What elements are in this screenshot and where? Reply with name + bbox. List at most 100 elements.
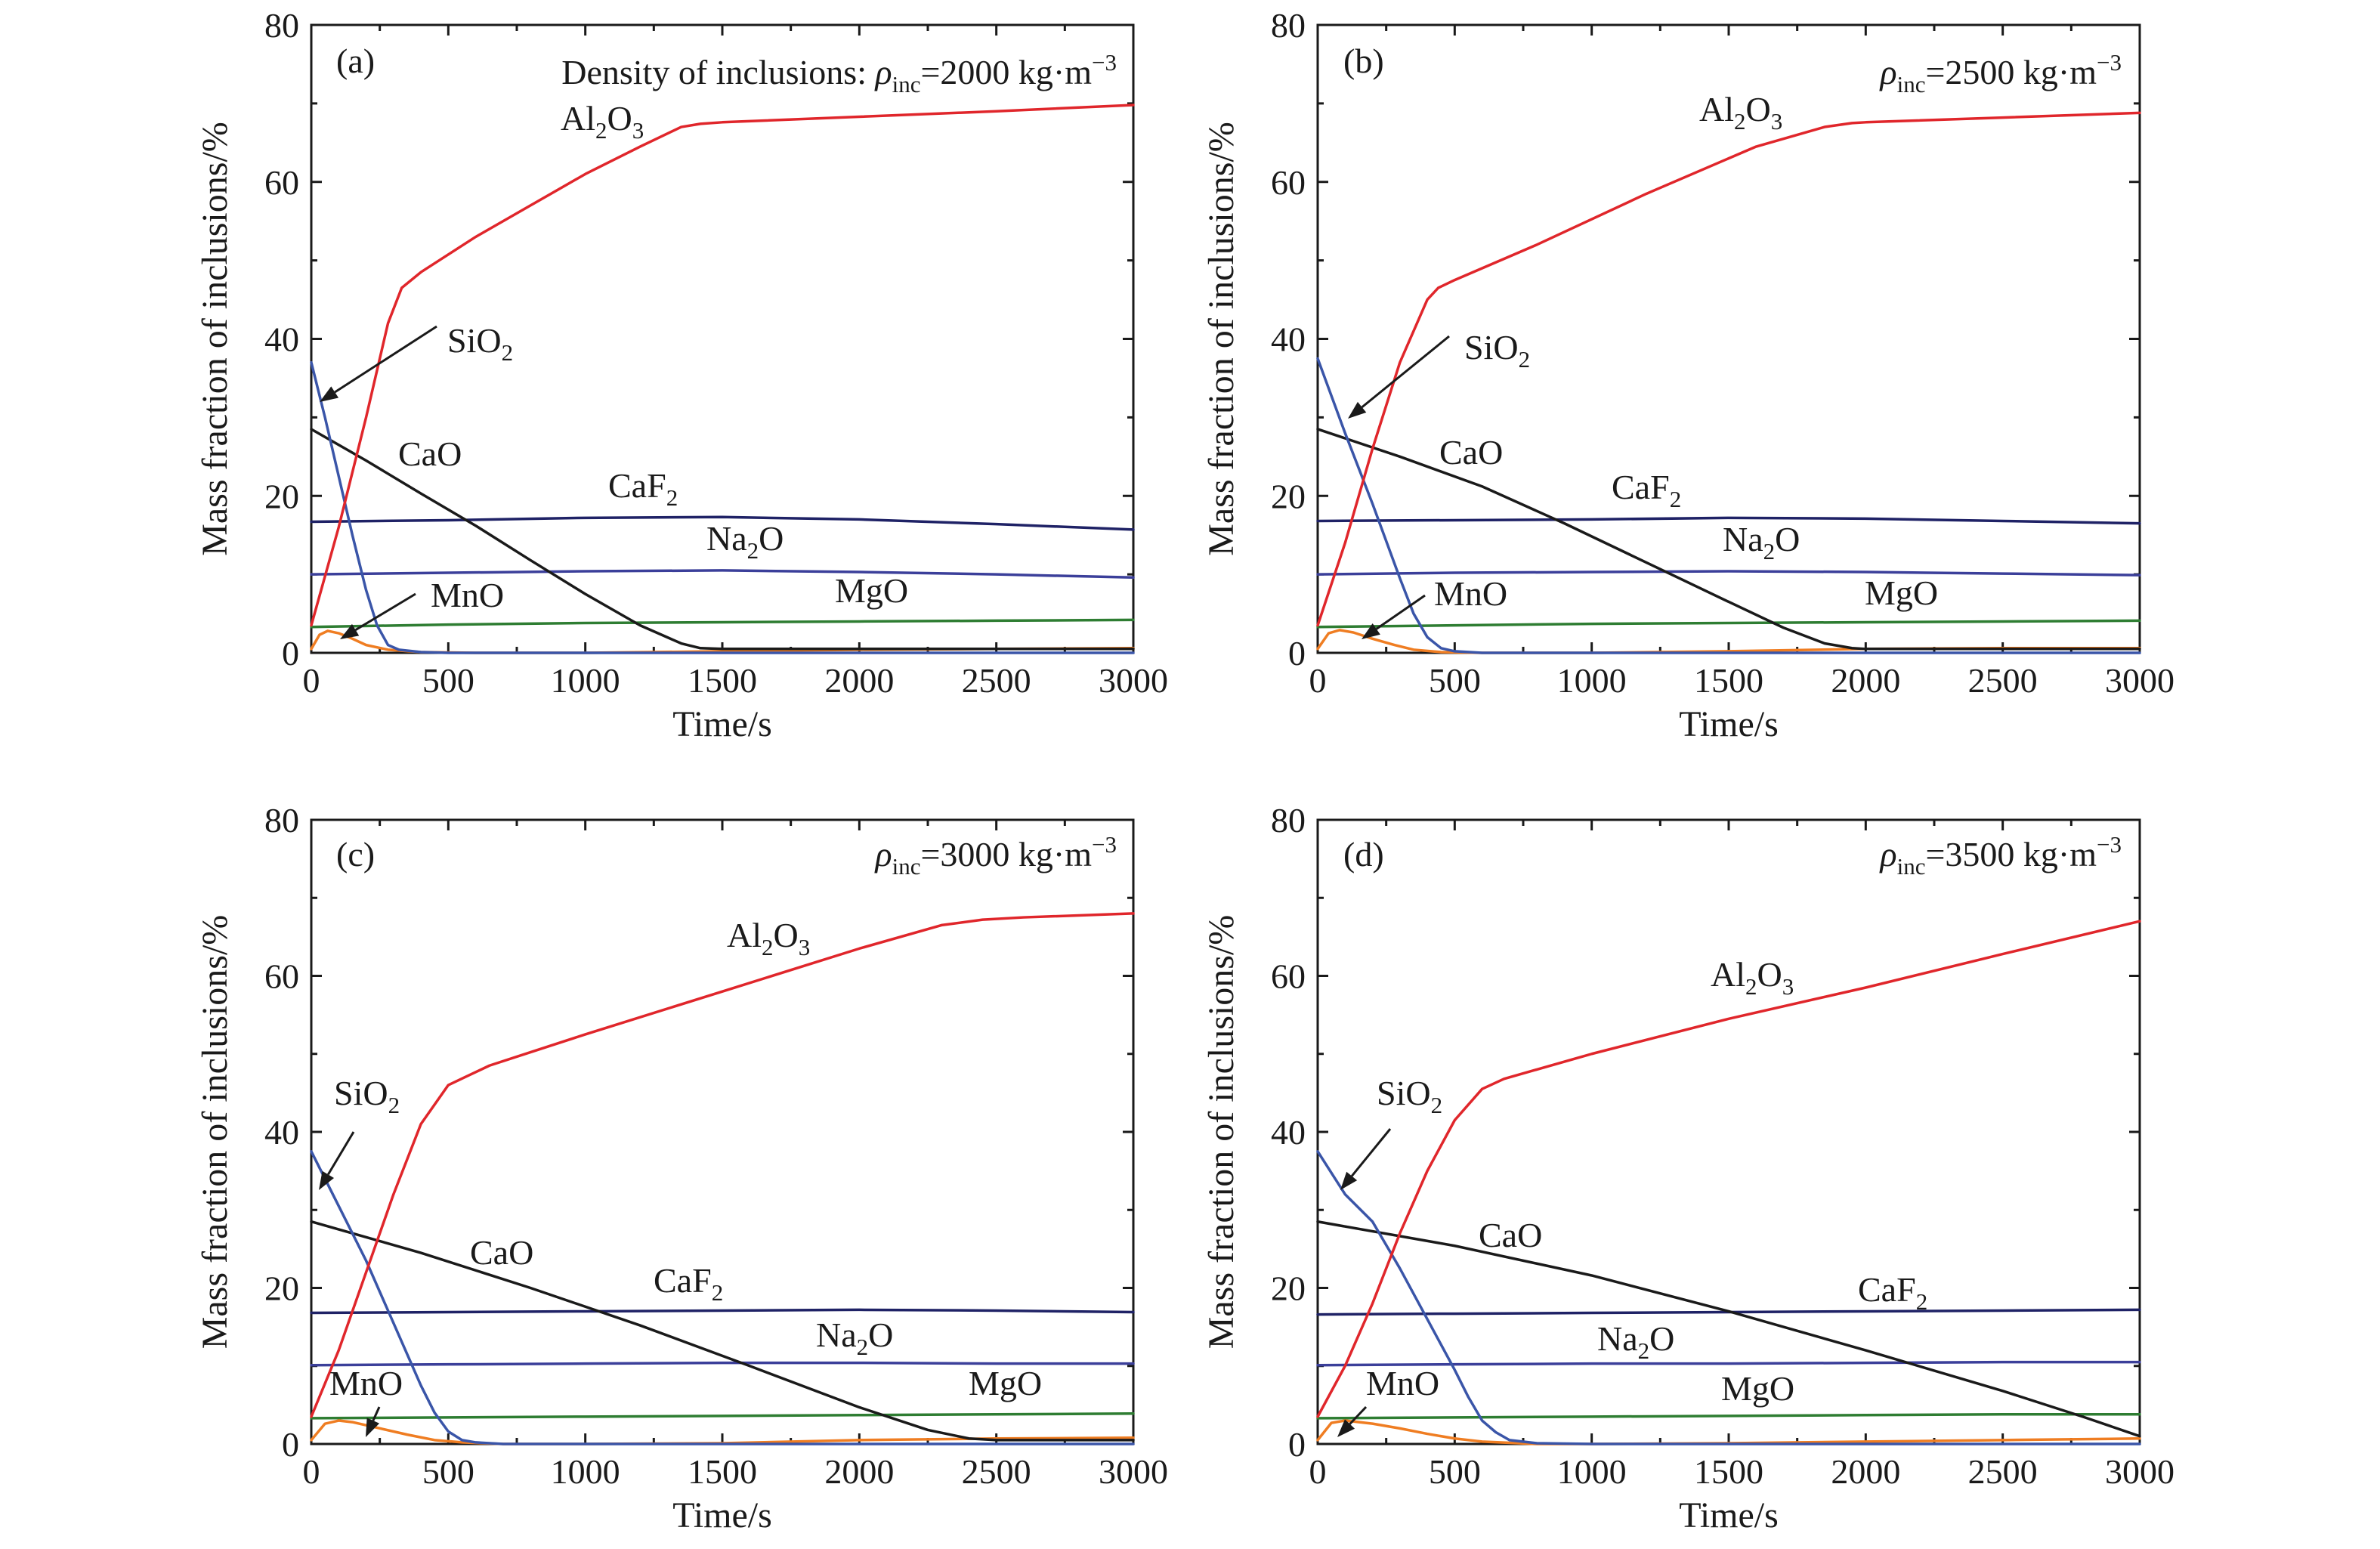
x-tick-label: 500 <box>422 661 474 700</box>
x-tick-label: 3000 <box>2105 1452 2174 1491</box>
mno-arrow-head <box>1362 623 1380 639</box>
mno-arrow-line <box>372 1406 381 1421</box>
plot-frame <box>310 23 1135 654</box>
series-label-sio2: SiO2 <box>1377 1074 1442 1118</box>
sio2-arrow-head <box>319 1170 335 1190</box>
series-line-cao <box>310 428 1135 651</box>
series-label-sio2: SiO2 <box>1464 328 1530 373</box>
series-label-mgo: MgO <box>1721 1369 1794 1408</box>
x-tick-label: 500 <box>1429 1452 1481 1491</box>
y-tick-label: 20 <box>1271 477 1306 515</box>
x-tick-label: 1000 <box>1557 661 1627 700</box>
series-line-al2o3 <box>310 912 1135 1418</box>
x-tick-label: 1500 <box>688 1452 757 1491</box>
x-tick-label: 0 <box>1309 661 1327 700</box>
mno-arrow-head <box>340 623 360 639</box>
series-line-na2o <box>1316 570 2141 577</box>
panel-a: 0 500 1000 1500 2000 2500 3000 0 20 40 60 80 Time/s M… <box>195 6 1168 744</box>
mno-arrow-line <box>1349 1405 1368 1425</box>
series-line-al2o3 <box>310 104 1135 627</box>
y-tick-label: 60 <box>264 957 299 996</box>
y-tick-label: 60 <box>1271 957 1306 996</box>
density-annotation: ρinc=3500 kg·m−3 <box>1879 831 2122 880</box>
series-line-cao <box>1316 428 2141 651</box>
x-tick-label: 0 <box>303 661 320 700</box>
series-line-al2o3 <box>1316 920 2141 1418</box>
series-label-al2o3: Al2O3 <box>561 99 644 144</box>
x-tick-label: 0 <box>303 1452 320 1491</box>
panel-tag: (a) <box>336 42 375 80</box>
series-line-cao <box>1316 1220 2141 1438</box>
y-tick-label: 20 <box>264 1269 299 1308</box>
x-tick-label: 1500 <box>1694 661 1763 700</box>
y-axis-title: Mass fraction of inclusions/% <box>1201 915 1241 1350</box>
series-label-cao: CaO <box>398 434 462 473</box>
y-axis-title: Mass fraction of inclusions/% <box>195 915 235 1350</box>
y-tick-label: 20 <box>1271 1269 1306 1308</box>
series-label-na2o: Na2O <box>816 1316 893 1360</box>
x-tick-label: 3000 <box>1099 1452 1168 1491</box>
mno-arrow-head <box>1337 1419 1355 1437</box>
y-axis-title: Mass fraction of inclusions/% <box>1201 122 1241 556</box>
x-axis-title: Time/s <box>672 704 772 744</box>
y-tick-label: 60 <box>264 163 299 202</box>
sio2-arrow-line <box>334 325 437 394</box>
series-label-caf2: CaF2 <box>608 466 678 511</box>
sio2-arrow-head <box>320 386 339 402</box>
x-tick-label: 1000 <box>1557 1452 1627 1491</box>
x-tick-label: 2000 <box>824 661 894 700</box>
series-line-sio2 <box>310 360 1135 654</box>
series-line-sio2 <box>1316 357 2141 654</box>
series-line-na2o <box>1316 1360 2141 1367</box>
series-line-mno <box>1316 629 2141 654</box>
series-label-al2o3: Al2O3 <box>727 916 810 960</box>
y-tick-label: 80 <box>264 801 299 839</box>
y-tick-label: 20 <box>264 477 299 515</box>
y-tick-label: 80 <box>1271 801 1306 839</box>
panel-c: 0 500 1000 1500 2000 2500 3000 0 20 40 60 80 Time/s M… <box>195 801 1168 1535</box>
y-tick-label: 40 <box>1271 1113 1306 1152</box>
panel-tag: (b) <box>1343 42 1384 80</box>
series-label-mno: MnO <box>329 1364 403 1402</box>
x-axis-title: Time/s <box>1679 1495 1779 1535</box>
series-line-mgo <box>310 1411 1135 1420</box>
series-line-na2o <box>310 1361 1135 1367</box>
series-label-caf2: CaF2 <box>1858 1270 1927 1315</box>
x-tick-label: 3000 <box>1099 661 1168 700</box>
mno-arrow-line <box>1375 594 1426 630</box>
series-label-mno: MnO <box>1366 1364 1439 1402</box>
density-annotation: ρinc=2500 kg·m−3 <box>1879 49 2122 97</box>
series-line-cao <box>310 1220 1135 1442</box>
series-label-al2o3: Al2O3 <box>1711 955 1794 1000</box>
x-tick-label: 0 <box>1309 1452 1327 1491</box>
y-axis-title: Mass fraction of inclusions/% <box>195 122 235 556</box>
series-label-cao: CaO <box>1479 1216 1542 1254</box>
x-tick-label: 2000 <box>1831 1452 1900 1491</box>
sio2-arrow-line <box>1350 1128 1392 1177</box>
x-tick-label: 1500 <box>1694 1452 1763 1491</box>
series-label-cao: CaO <box>470 1233 533 1272</box>
series-label-mgo: MgO <box>969 1364 1042 1402</box>
mno-arrow-head <box>366 1418 380 1437</box>
x-tick-label: 2500 <box>1968 1452 2038 1491</box>
series-line-mgo <box>1316 619 2141 629</box>
x-tick-label: 3000 <box>2105 661 2174 700</box>
sio2-arrow-line <box>1361 335 1450 409</box>
mno-arrow-line <box>354 592 416 631</box>
series-label-mno: MnO <box>1434 574 1507 613</box>
x-tick-label: 2000 <box>824 1452 894 1491</box>
x-tick-label: 1500 <box>688 661 757 700</box>
panel-tag: (d) <box>1343 835 1384 873</box>
series-line-mgo <box>310 618 1135 629</box>
density-annotation: ρinc=3000 kg·m−3 <box>874 831 1117 880</box>
x-axis-title: Time/s <box>1679 704 1779 744</box>
series-label-caf2: CaF2 <box>654 1261 723 1306</box>
series-line-mno <box>310 1419 1135 1445</box>
series-label-mgo: MgO <box>1865 574 1938 612</box>
sio2-arrow-head <box>1348 401 1367 419</box>
series-line-caf2 <box>1316 516 2141 525</box>
series-line-mno <box>1316 1419 2141 1445</box>
series-label-al2o3: Al2O3 <box>1699 90 1782 134</box>
